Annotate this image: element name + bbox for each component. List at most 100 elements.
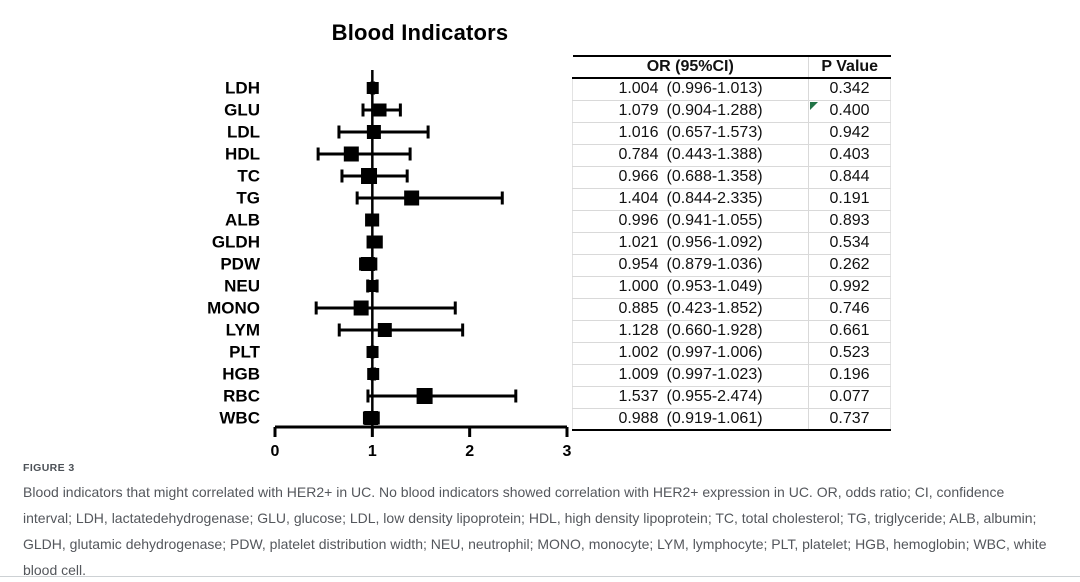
figure-caption-text: Blood indicators that might correlated w… (23, 484, 1047, 578)
p-value-cell: 0.077 (808, 386, 891, 409)
or-ci-cell: 0.996 (0.941-1.055) (572, 210, 809, 233)
or-ci-cell: 1.128 (0.660-1.928) (572, 320, 809, 343)
or-marker (377, 323, 392, 337)
or-value: 1.004 (618, 80, 659, 98)
p-value: 0.342 (829, 80, 870, 98)
or-ci-cell: 0.988 (0.919-1.061) (572, 408, 809, 431)
row-label: LDL (227, 123, 260, 142)
ci-value: (0.904-1.288) (666, 102, 763, 119)
or-marker (361, 168, 378, 184)
cell-flag-icon (810, 101, 818, 110)
ci-value: (0.844-2.335) (666, 190, 763, 207)
or-marker (367, 368, 380, 380)
p-value-cell: 0.893 (808, 210, 891, 233)
or-marker (404, 190, 420, 206)
p-value-cell: 0.992 (808, 276, 891, 299)
row-label: LYM (226, 321, 260, 340)
ci-value: (0.997-1.006) (666, 344, 763, 361)
or-marker (360, 257, 375, 271)
chart-title: Blood Indicators (331, 20, 509, 45)
row-label: WBC (219, 409, 260, 428)
p-value: 0.746 (829, 300, 870, 317)
forest-plot: LDH GLU LDL HDL TC TG ALB GLDH PDW NEU MONO LYM PLT H… (207, 70, 572, 460)
or-marker (367, 235, 381, 249)
or-value: 0.954 (618, 256, 659, 273)
or-marker (366, 346, 379, 358)
ci-value: (0.955-2.474) (666, 388, 763, 405)
or-ci-cell: 1.537 (0.955-2.474) (572, 386, 809, 409)
row-label: PDW (220, 255, 261, 274)
p-value-cell: 0.737 (808, 408, 891, 431)
or-value: 0.988 (618, 409, 659, 427)
row-label: HDL (225, 145, 260, 164)
or-value: 0.966 (618, 168, 659, 185)
table-row: 0.784 (0.443-1.388) 0.403 (572, 144, 891, 167)
or-value: 1.128 (618, 322, 659, 339)
or-value: 1.079 (618, 102, 659, 119)
x-tick-label: 1 (368, 443, 377, 460)
p-value-cell: 0.196 (808, 364, 891, 387)
bottom-divider (0, 576, 1080, 577)
row-label: LDH (225, 79, 260, 98)
p-value: 0.191 (829, 190, 870, 207)
table-row: 0.996 (0.941-1.055) 0.893 (572, 210, 891, 233)
row-label: HGB (222, 365, 260, 384)
p-value-cell: 0.400 (808, 100, 891, 123)
ci-value: (0.941-1.055) (666, 212, 763, 229)
ci-value: (0.996-1.013) (666, 80, 763, 98)
or-marker (416, 388, 433, 404)
table-row: 1.404 (0.844-2.335) 0.191 (572, 188, 891, 211)
p-value-cell: 0.661 (808, 320, 891, 343)
p-value: 0.893 (829, 212, 870, 229)
p-value: 0.992 (829, 278, 870, 295)
row-label: GLDH (212, 233, 260, 252)
table-row: 1.004 (0.996-1.013) 0.342 (572, 78, 891, 101)
or-marker (364, 411, 379, 425)
p-value: 0.942 (829, 124, 870, 141)
or-ci-cell: 0.885 (0.423-1.852) (572, 298, 809, 321)
p-value-cell: 0.844 (808, 166, 891, 189)
table-row: 0.885 (0.423-1.852) 0.746 (572, 298, 891, 321)
or-ci-cell: 1.404 (0.844-2.335) (572, 188, 809, 211)
p-value: 0.403 (829, 146, 870, 163)
x-tick-label: 2 (465, 443, 474, 460)
or-value: 0.996 (618, 212, 659, 229)
ci-value: (0.879-1.036) (666, 256, 763, 273)
p-value: 0.534 (829, 234, 870, 251)
table-row: 1.002 (0.997-1.006) 0.523 (572, 342, 891, 365)
table-row: 1.016 (0.657-1.573) 0.942 (572, 122, 891, 145)
ci-value: (0.953-1.049) (666, 278, 763, 295)
row-label: TG (236, 189, 260, 208)
row-label: NEU (224, 277, 260, 296)
or-ci-cell: 1.009 (0.997-1.023) (572, 364, 809, 387)
table-row: 1.537 (0.955-2.474) 0.077 (572, 386, 891, 409)
figure-caption: FIGURE 3 Blood indicators that might cor… (23, 462, 1057, 582)
p-value-cell: 0.746 (808, 298, 891, 321)
or-marker (353, 300, 369, 316)
ci-value: (0.423-1.852) (666, 300, 763, 317)
or-value: 0.784 (618, 146, 659, 163)
x-tick-label: 3 (563, 443, 572, 460)
p-value: 0.196 (829, 366, 870, 383)
p-value: 0.661 (829, 322, 870, 339)
or-ci-cell: 0.954 (0.879-1.036) (572, 254, 809, 277)
or-ci-cell: 1.079 (0.904-1.288) (572, 100, 809, 123)
or-value: 1.016 (618, 124, 659, 141)
or-marker (366, 125, 381, 139)
table-row: 0.966 (0.688-1.358) 0.844 (572, 166, 891, 189)
or-value: 1.000 (618, 278, 659, 295)
or-ci-cell: 1.016 (0.657-1.573) (572, 122, 809, 145)
or-table: OR (95%CI) P Value 1.004 (0.996-1.013) 0.3… (572, 55, 891, 431)
or-ci-cell: 1.000 (0.953-1.049) (572, 276, 809, 299)
x-tick-label: 0 (271, 443, 280, 460)
p-value-cell: 0.342 (808, 78, 891, 101)
or-value: 1.002 (618, 344, 659, 361)
table-row: 0.954 (0.879-1.036) 0.262 (572, 254, 891, 277)
table-row: 1.000 (0.953-1.049) 0.992 (572, 276, 891, 299)
p-value-cell: 0.534 (808, 232, 891, 255)
table-row: 1.021 (0.956-1.092) 0.534 (572, 232, 891, 255)
row-label: ALB (225, 211, 260, 230)
or-value: 0.885 (618, 300, 659, 317)
p-column-header: P Value (808, 55, 891, 79)
ci-value: (0.660-1.928) (666, 322, 763, 339)
